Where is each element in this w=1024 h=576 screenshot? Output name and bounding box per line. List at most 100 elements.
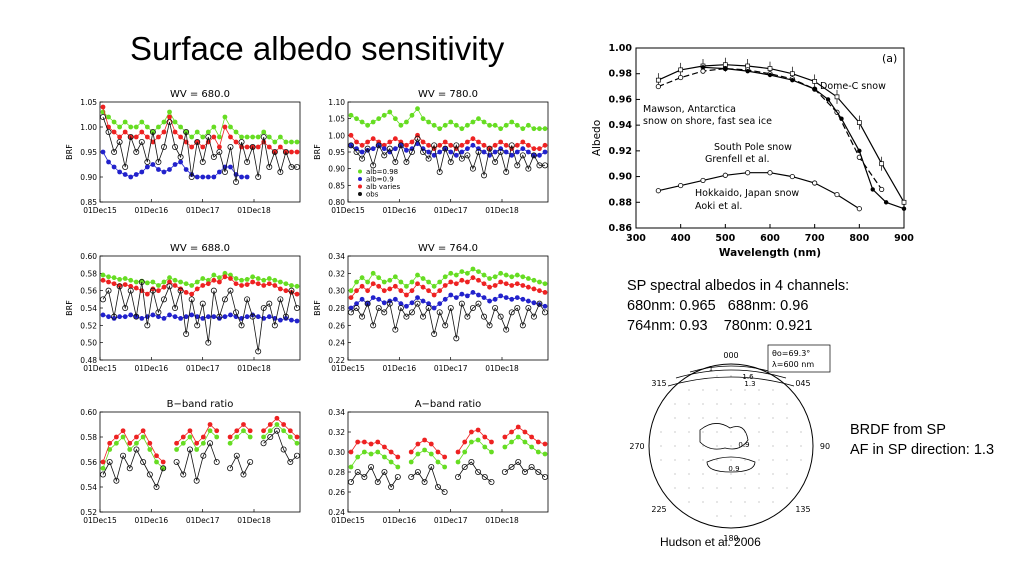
wv688-obs-point bbox=[244, 296, 251, 303]
wv688-green-point bbox=[255, 276, 261, 281]
wv680-blue-point bbox=[228, 164, 233, 170]
albedo-ytick-label: 0.90 bbox=[609, 172, 633, 183]
wv764-red-point bbox=[442, 283, 448, 288]
brdf-azimuth-label: 90 bbox=[820, 442, 830, 451]
wv688-red-point bbox=[172, 283, 178, 288]
wv780-obs-point bbox=[397, 142, 404, 149]
brdf-grid-dot bbox=[730, 515, 732, 517]
wv764-red-point bbox=[459, 277, 465, 283]
wv688-green-point bbox=[294, 283, 300, 289]
brdf-grid-dot bbox=[730, 473, 732, 475]
wv688-blue-point bbox=[128, 312, 134, 318]
aband-ytick-label: 0.28 bbox=[328, 468, 345, 477]
bband-red-point bbox=[194, 440, 200, 446]
aband-green-point bbox=[442, 464, 448, 470]
wv680-obs-point bbox=[293, 163, 300, 170]
aband-obs-point bbox=[421, 478, 428, 485]
brdf-grid-dot bbox=[758, 501, 760, 503]
aband-ytick-label: 0.32 bbox=[328, 428, 345, 437]
brdf-grid-dot bbox=[716, 389, 718, 391]
bband-obs-point bbox=[186, 446, 193, 453]
wv688-green-point bbox=[144, 280, 150, 286]
wv688-obs-point bbox=[210, 287, 217, 294]
wv780-green-point bbox=[442, 122, 448, 128]
aband-xtick-label: 01Dec17 bbox=[434, 516, 468, 525]
albedo-south-line bbox=[702, 66, 905, 210]
wv780-black-line bbox=[350, 137, 545, 176]
brdf-grid-dot bbox=[688, 473, 690, 475]
wv680-green-point bbox=[266, 134, 272, 140]
wv764-blue-point bbox=[415, 295, 420, 300]
wv688-red-point bbox=[261, 283, 267, 288]
wv764-green-point bbox=[442, 274, 448, 280]
wv780-ytick-label: 1.00 bbox=[328, 131, 345, 140]
aband-black-line bbox=[350, 461, 546, 493]
bband-green-point bbox=[120, 434, 126, 440]
wv764-red-point bbox=[404, 292, 409, 298]
wv780-ytick-label: 0.90 bbox=[328, 165, 345, 174]
wv680-green-point bbox=[289, 139, 294, 145]
wv780-blue-point bbox=[525, 149, 531, 155]
albedo-south-point bbox=[825, 97, 831, 102]
brdf-azimuth-label: 180 bbox=[723, 534, 738, 543]
wv680-obs-point bbox=[166, 119, 173, 126]
wv688-green-point bbox=[205, 277, 211, 283]
bband-obs-point bbox=[240, 471, 247, 478]
wv680-obs-point bbox=[216, 148, 223, 155]
wv764-obs-point bbox=[508, 309, 515, 316]
brdf-grid-dot bbox=[688, 431, 690, 433]
aband-red-point bbox=[489, 439, 494, 445]
brdf-contour-line bbox=[675, 369, 787, 379]
wv780-obs-point bbox=[403, 158, 410, 165]
wv688-blue-point bbox=[205, 314, 211, 320]
wv780-red-point bbox=[459, 142, 465, 148]
wv780-obs-point bbox=[425, 155, 432, 162]
wv680-ytick-label: 1.05 bbox=[80, 98, 97, 107]
wv780-green-point bbox=[420, 116, 426, 122]
brdf-grid-dot bbox=[730, 375, 732, 377]
wv680-blue-point bbox=[161, 169, 167, 175]
wv688-blue-point bbox=[172, 314, 178, 320]
wv764-obs-point bbox=[436, 309, 443, 316]
brdf-outer-circle bbox=[648, 363, 814, 529]
wv680-obs-point bbox=[244, 158, 251, 165]
wv764-red-point bbox=[365, 288, 371, 294]
bband-red-point bbox=[247, 428, 253, 434]
brdf-contour-label: 0.9 bbox=[738, 441, 749, 449]
wv780-green-point bbox=[531, 126, 537, 132]
bband-green-point bbox=[281, 428, 287, 434]
brdf-contour-label: 1 bbox=[709, 365, 713, 373]
wv764-obs-point bbox=[375, 304, 382, 311]
wv764-ylabel: BRF bbox=[313, 300, 322, 316]
brdf-azimuth-label: 045 bbox=[795, 379, 810, 388]
wv764-xtick-label: 01Dec15 bbox=[331, 364, 365, 373]
bband-red-point bbox=[261, 428, 266, 434]
brdf-grid-dot bbox=[758, 459, 760, 461]
wv680-obs-point bbox=[183, 128, 190, 135]
wv780-red-point bbox=[365, 139, 371, 145]
aband-red-point bbox=[482, 434, 488, 440]
brdf-grid-dot bbox=[702, 431, 704, 433]
wv764-blue-point bbox=[542, 303, 548, 309]
aband-green-point bbox=[408, 459, 414, 465]
brdf-grid-dot bbox=[744, 487, 746, 489]
wv780-green-point bbox=[398, 122, 404, 128]
wv780-ytick-label: 1.05 bbox=[328, 115, 345, 124]
bband-xtick-label: 01Dec15 bbox=[83, 516, 117, 525]
wv764-green-point bbox=[426, 279, 431, 285]
wv780-green-point bbox=[348, 112, 354, 118]
wv680-blue-point bbox=[205, 174, 211, 180]
bband-obs-point bbox=[193, 477, 200, 484]
wv780-obs-point bbox=[475, 148, 482, 155]
brdf-grid-dot bbox=[730, 417, 732, 419]
wv764-obs-point bbox=[514, 304, 521, 311]
wv688-red-point bbox=[133, 285, 139, 291]
wv680-blue-point bbox=[172, 162, 178, 167]
wv780-obs-point bbox=[497, 148, 504, 155]
wv688-obs-point bbox=[100, 296, 107, 303]
wv764-red-point bbox=[492, 283, 498, 288]
bband-obs-point bbox=[160, 465, 167, 472]
wv780-xtick-label: 01Dec17 bbox=[434, 206, 468, 215]
aband-obs-point bbox=[535, 468, 542, 475]
albedo-south-point bbox=[857, 148, 862, 154]
